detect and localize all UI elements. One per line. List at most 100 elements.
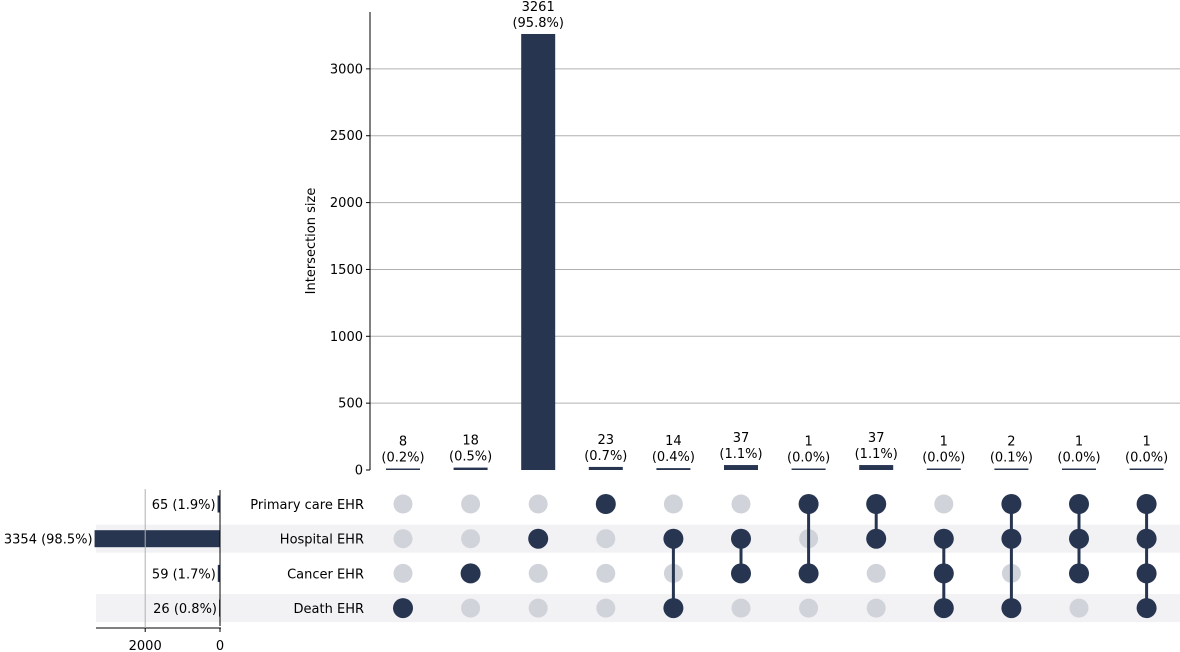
matrix-dot-empty [866,598,886,618]
matrix-dot-empty [1069,598,1089,618]
row-stripe [96,594,1180,623]
matrix-dot-empty [866,563,886,583]
matrix-dot-filled [460,563,481,584]
set-size-label: 26 (0.8%) [153,602,217,617]
y-axis-label: Intersection size [304,188,319,295]
matrix-dot-filled [1136,563,1157,584]
bar-percent-label: (0.0%) [1057,451,1100,466]
matrix-dot-empty [528,494,548,514]
bar-percent-label: (0.1%) [990,451,1033,466]
matrix-dot-filled [1136,528,1157,549]
intersection-bar [656,468,691,470]
matrix-dot-empty [461,529,481,549]
bar-percent-label: (0.0%) [787,451,830,466]
bar-count-label: 18 [462,434,479,449]
bar-percent-label: (0.7%) [584,449,627,464]
set-names: Primary care EHR Hospital EHR Cancer EHR De… [250,498,364,617]
matrix-dot-filled [1136,598,1157,619]
bar-count-label: 2 [1007,435,1015,450]
bar-percent-label: (1.1%) [855,447,898,462]
intersection-bar [791,468,826,470]
bar-count-label: 8 [399,435,407,450]
matrix-dot-filled [731,528,751,549]
set-size-bar [217,495,220,513]
set-size-label: 65 (1.9%) [152,498,216,513]
bar-count-label: 1 [1075,435,1083,450]
matrix-dot-filled [866,494,887,514]
set-name-label: Hospital EHR [280,533,364,548]
matrix-dot-empty [731,494,751,514]
y-gridlines [370,68,1180,404]
matrix-dot-filled [933,563,954,584]
set-name-label: Primary care EHR [250,498,364,513]
intersection-bar [926,468,961,470]
set-size-label: 59 (1.7%) [152,567,216,582]
matrix-dot-filled [866,528,887,549]
membership-matrix [393,494,1157,619]
intersection-bar [588,466,623,470]
bar-percent-label: (0.0%) [922,451,965,466]
matrix-dot-empty [596,563,616,583]
bar-count-label: 1 [804,435,812,450]
matrix-dot-empty [393,494,413,514]
matrix-dot-filled [393,598,413,619]
matrix-dot-empty [461,494,481,514]
matrix-dot-filled [528,528,549,549]
set-size-x-ticks: 2000 0 [129,489,224,652]
matrix-dot-empty [596,529,616,549]
bar-percent-label: (0.2%) [381,451,424,466]
y-axis-ticks: 0 500 1000 1500 2000 2500 3000 [330,62,370,479]
bar-count-label: 1 [940,435,948,450]
intersection-bar [386,468,420,470]
matrix-dot-empty [461,598,481,618]
intersection-bar [1062,468,1096,470]
matrix-dot-filled [1136,494,1157,514]
set-size-bars: 65 (1.9%) 3354 (98.5%) 59 (1.7%) 26 (0.8%) [4,495,220,617]
bar-percent-label: (0.0%) [1125,451,1168,466]
matrix-row-stripes [96,524,1180,623]
set-size-tick-label: 2000 [129,639,162,652]
bar-percent-label: (0.4%) [652,450,695,465]
matrix-dot-empty [596,598,616,618]
matrix-dot-filled [1069,494,1089,514]
matrix-dot-filled [731,563,751,584]
set-name-label: Death EHR [294,602,364,617]
set-size-tick-label: 0 [216,639,224,652]
matrix-dot-filled [663,598,684,619]
matrix-dot-empty [528,563,548,583]
y-tick-label: 3000 [330,62,363,77]
intersection-bars [386,33,1164,471]
matrix-dot-empty [731,598,751,618]
y-tick-label: 2500 [330,129,363,144]
matrix-dot-empty [393,563,413,583]
bar-count-label: 1 [1142,435,1150,450]
bar-count-label: 23 [598,433,615,448]
matrix-dot-filled [798,494,819,514]
set-size-label: 3354 (98.5%) [4,533,93,548]
set-name-label: Cancer EHR [287,567,364,582]
matrix-dot-filled [1001,494,1022,514]
intersection-bar [724,465,758,470]
bar-percent-label: (1.1%) [719,447,762,462]
bar-count-label: 37 [733,431,750,446]
y-tick-label: 1500 [330,263,363,278]
y-tick-label: 0 [355,464,363,479]
matrix-dot-empty [799,598,819,618]
intersection-bar [859,465,894,470]
y-tick-label: 2000 [330,196,363,211]
matrix-dot-filled [1001,528,1022,549]
intersection-bar-labels: 8(0.2%) 18(0.5%) 3261(95.8%) 23(0.7%) 14(0.4… [381,0,1168,466]
intersection-bar [453,467,488,470]
y-tick-label: 1000 [330,330,363,345]
bar-count-label: 3261 [522,0,555,15]
matrix-dot-empty [934,494,954,514]
y-tick-label: 500 [338,397,363,412]
row-stripe [96,524,1180,553]
intersection-bar [521,33,556,471]
intersection-bar [1129,468,1164,470]
intersection-bar [994,468,1029,470]
matrix-dot-filled [933,598,954,619]
matrix-dot-filled [1069,563,1089,584]
bar-count-label: 14 [665,434,682,449]
